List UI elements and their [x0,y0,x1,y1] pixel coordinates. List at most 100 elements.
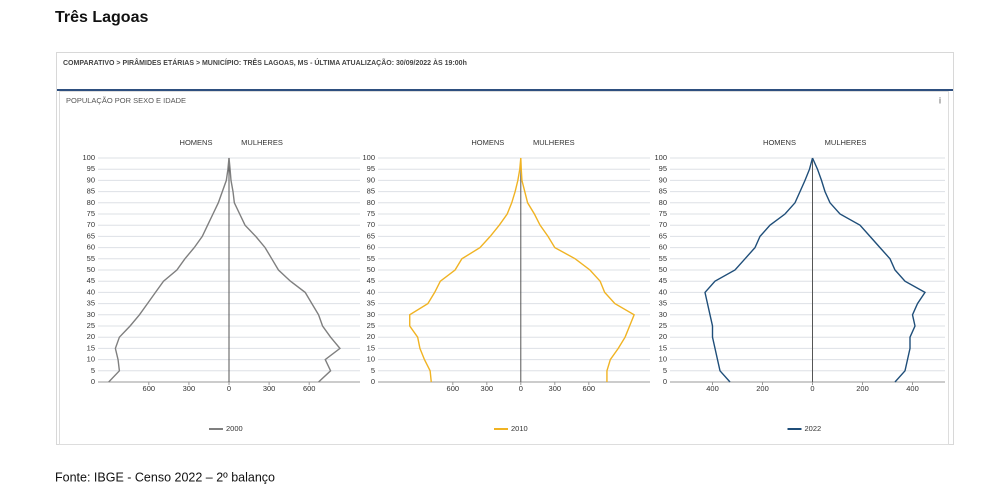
y-tick-label: 75 [367,209,375,218]
inner-panel [59,91,949,445]
y-tick-label: 90 [659,175,667,184]
x-tick-label: 600 [303,384,316,393]
y-tick-label: 85 [87,187,95,196]
y-tick-label: 40 [87,287,95,296]
y-tick-label: 40 [659,287,667,296]
y-tick-label: 30 [659,310,667,319]
y-tick-label: 35 [367,299,375,308]
y-tick-label: 80 [87,198,95,207]
y-tick-label: 20 [87,332,95,341]
x-tick-label: 400 [906,384,919,393]
y-tick-label: 60 [659,243,667,252]
y-tick-label: 85 [659,187,667,196]
y-tick-label: 10 [367,355,375,364]
y-tick-label: 5 [91,366,95,375]
y-tick-label: 100 [654,153,667,162]
y-tick-label: 10 [659,355,667,364]
info-icon[interactable]: i [939,95,941,105]
y-tick-label: 50 [367,265,375,274]
legend-label: 2010 [511,424,528,433]
y-tick-label: 45 [87,276,95,285]
y-tick-label: 75 [87,209,95,218]
y-tick-label: 65 [659,231,667,240]
breadcrumb: COMPARATIVO > PIRÂMIDES ETÁRIAS > MUNICÍ… [63,58,467,67]
population-line [811,157,927,383]
y-tick-label: 30 [367,310,375,319]
y-tick-label: 65 [367,231,375,240]
y-tick-label: 95 [87,164,95,173]
y-tick-label: 80 [659,198,667,207]
y-tick-label: 95 [659,164,667,173]
y-tick-label: 90 [367,175,375,184]
y-tick-label: 25 [659,321,667,330]
x-tick-label: 400 [706,384,719,393]
x-tick-label: 600 [583,384,596,393]
y-tick-label: 15 [659,343,667,352]
panel-title: POPULAÇÃO POR SEXO E IDADE [66,96,186,105]
panel-rule [57,89,953,91]
x-tick-label: 0 [227,384,231,393]
x-tick-label: 600 [143,384,156,393]
population-line [409,157,522,383]
side-label: MULHERES [241,138,283,147]
y-tick-label: 0 [663,377,667,386]
y-tick-label: 5 [371,366,375,375]
y-tick-label: 15 [87,343,95,352]
y-tick-label: 35 [87,299,95,308]
y-tick-label: 5 [663,366,667,375]
y-tick-label: 70 [367,220,375,229]
y-tick-label: 95 [367,164,375,173]
x-tick-label: 200 [856,384,869,393]
y-tick-label: 85 [367,187,375,196]
y-tick-label: 90 [87,175,95,184]
y-tick-label: 45 [659,276,667,285]
x-tick-label: 0 [519,384,523,393]
y-tick-label: 0 [371,377,375,386]
side-label: HOMENS [763,138,796,147]
y-tick-label: 100 [362,153,375,162]
y-tick-label: 55 [87,254,95,263]
side-label: MULHERES [825,138,867,147]
side-label: HOMENS [471,138,504,147]
y-tick-label: 50 [659,265,667,274]
y-tick-label: 60 [367,243,375,252]
x-tick-label: 200 [756,384,769,393]
y-tick-label: 55 [659,254,667,263]
population-line [108,157,230,383]
y-tick-label: 20 [367,332,375,341]
y-tick-label: 70 [87,220,95,229]
y-tick-label: 0 [91,377,95,386]
y-tick-label: 45 [367,276,375,285]
side-label: HOMENS [180,138,213,147]
y-tick-label: 10 [87,355,95,364]
y-tick-label: 70 [659,220,667,229]
y-tick-label: 35 [659,299,667,308]
x-tick-label: 300 [549,384,562,393]
population-line [228,157,341,383]
x-tick-label: 0 [810,384,814,393]
source: Fonte: IBGE - Censo 2022 – 2º balanço [55,470,275,484]
y-tick-label: 75 [659,209,667,218]
x-tick-label: 600 [447,384,460,393]
x-tick-label: 300 [183,384,196,393]
y-tick-label: 100 [82,153,95,162]
y-tick-label: 80 [367,198,375,207]
population-line [704,157,814,383]
side-label: MULHERES [533,138,575,147]
x-tick-label: 300 [481,384,494,393]
y-tick-label: 50 [87,265,95,274]
y-tick-label: 40 [367,287,375,296]
y-tick-label: 25 [367,321,375,330]
y-tick-label: 25 [87,321,95,330]
page-title: Três Lagoas [55,9,148,26]
x-tick-label: 300 [263,384,276,393]
y-tick-label: 55 [367,254,375,263]
legend-label: 2022 [805,424,822,433]
population-line [520,157,636,382]
y-tick-label: 30 [87,310,95,319]
y-tick-label: 65 [87,231,95,240]
legend-label: 2000 [226,424,243,433]
y-tick-label: 20 [659,332,667,341]
y-tick-label: 15 [367,343,375,352]
